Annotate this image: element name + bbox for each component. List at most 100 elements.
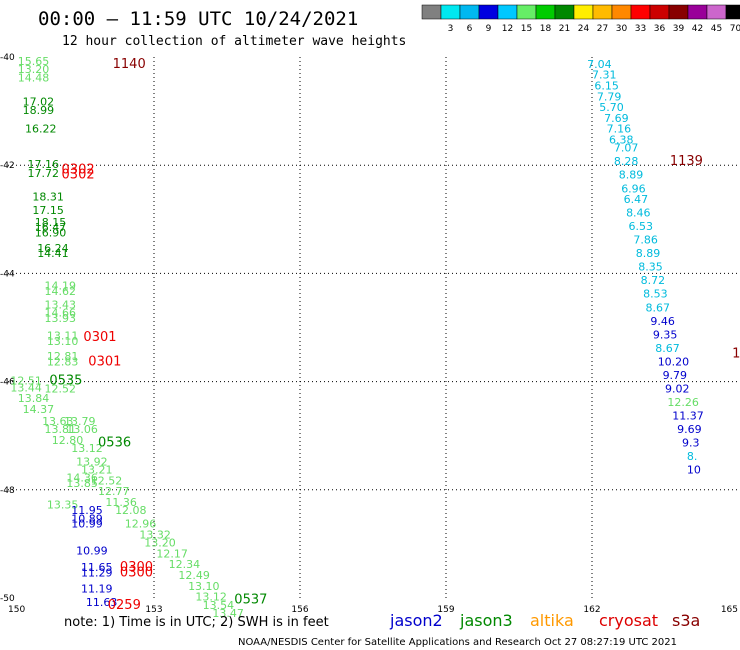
wave-height-label: 13.11 bbox=[47, 329, 79, 342]
wave-height-label: 13.85 bbox=[66, 477, 98, 490]
wave-height-label: 14.37 bbox=[23, 403, 54, 416]
legend-swatch bbox=[687, 4, 708, 20]
wave-height-label: 8.72 bbox=[641, 274, 666, 287]
footer-credit: NOAA/NESDIS Center for Satellite Applica… bbox=[238, 637, 677, 648]
legend-swatch bbox=[421, 4, 442, 20]
wave-height-label: 6.96 bbox=[621, 182, 646, 195]
wave-height-label: 8.89 bbox=[619, 169, 644, 182]
wave-height-label: 8.46 bbox=[626, 207, 651, 220]
pass-time-label: 0302 bbox=[62, 162, 95, 177]
wave-height-label: 10.99 bbox=[71, 518, 103, 531]
wave-height-label: 8.67 bbox=[646, 301, 671, 314]
wave-height-label: 13.43 bbox=[45, 299, 77, 312]
y-tick-label: -48 bbox=[0, 486, 15, 496]
wave-height-label: 16.47 bbox=[35, 221, 66, 234]
wave-height-label: 6.47 bbox=[624, 193, 649, 206]
wave-height-label: 5.70 bbox=[599, 101, 624, 114]
wave-height-label: 13.79 bbox=[64, 415, 96, 428]
wave-height-label: 17.72 bbox=[27, 167, 59, 180]
wave-height-label: 6.53 bbox=[629, 220, 654, 233]
wave-height-label: 13.63 bbox=[42, 415, 74, 428]
wave-height-label: 9.02 bbox=[665, 382, 690, 395]
wave-height-label: 14.66 bbox=[45, 307, 77, 320]
legend-swatch bbox=[668, 4, 689, 20]
wave-height-label: 13.81 bbox=[45, 423, 77, 436]
wave-height-label: 12.17 bbox=[156, 547, 188, 560]
wave-height-label: 14.62 bbox=[45, 285, 77, 298]
wave-height-label: 10.99 bbox=[76, 545, 108, 558]
x-tick-label: 156 bbox=[291, 605, 308, 615]
pass-time-label: 1140 bbox=[113, 57, 146, 72]
wave-height-label: 14.41 bbox=[37, 247, 68, 260]
pass-time-label: 1 bbox=[732, 346, 740, 361]
wave-height-label: 13.12 bbox=[195, 591, 227, 604]
wave-height-label: 12.52 bbox=[45, 382, 77, 395]
wave-height-label: 8.35 bbox=[638, 261, 663, 274]
legend-cryosat: cryosat bbox=[599, 611, 658, 630]
wave-height-label: 17.15 bbox=[32, 204, 64, 217]
wave-height-label: 12.80 bbox=[52, 434, 84, 447]
legend-bin-label: 70 bbox=[730, 24, 740, 34]
wave-height-label: 8.67 bbox=[655, 342, 680, 355]
wave-height-label: 13.20 bbox=[18, 63, 50, 76]
legend-jason3: jason3 bbox=[459, 611, 513, 630]
wave-height-label: 14.36 bbox=[66, 472, 98, 485]
wave-height-label: 11.29 bbox=[81, 566, 113, 579]
wave-height-label: 6.15 bbox=[594, 79, 619, 92]
wave-height-label: 10.20 bbox=[658, 355, 690, 368]
legend-bin-label: 18 bbox=[540, 24, 552, 34]
wave-height-label: 11.36 bbox=[105, 496, 137, 509]
wave-height-label: 8.53 bbox=[643, 288, 668, 301]
legend-bin-label: 21 bbox=[559, 24, 570, 34]
wave-height-label: 13.44 bbox=[10, 381, 42, 394]
legend-altika: altika bbox=[530, 611, 574, 630]
legend-swatch bbox=[630, 4, 651, 20]
wave-height-label: 9.69 bbox=[677, 423, 702, 436]
legend-swatch bbox=[497, 4, 518, 20]
wave-height-label: 14.19 bbox=[45, 280, 77, 293]
wave-height-label: 9.79 bbox=[663, 369, 688, 382]
wave-height-label: 7.07 bbox=[614, 142, 639, 155]
wave-height-label: 13.06 bbox=[66, 423, 98, 436]
pass-time-label: 0300 bbox=[120, 565, 153, 580]
wave-height-label: 18.99 bbox=[23, 104, 54, 117]
pass-time-label: 0535 bbox=[49, 373, 82, 388]
pass-time-label: 0300 bbox=[120, 560, 153, 575]
wave-height-label: 13.10 bbox=[188, 580, 220, 593]
wave-height-label: 12.52 bbox=[91, 474, 123, 487]
wave-height-label: 16.90 bbox=[35, 227, 66, 240]
wave-height-label: 11.37 bbox=[672, 409, 704, 422]
wave-height-label: 13.21 bbox=[81, 464, 113, 477]
legend-bin-label: 27 bbox=[597, 24, 608, 34]
pass-time-label: 0301 bbox=[88, 354, 121, 369]
legend-bin-label: 15 bbox=[521, 24, 532, 34]
wave-height-label: 11.19 bbox=[81, 583, 113, 596]
wave-height-label: 7.79 bbox=[597, 90, 622, 103]
x-tick-label: 150 bbox=[8, 605, 25, 615]
wave-height-label: 7.04 bbox=[587, 58, 612, 71]
y-tick-label: -42 bbox=[0, 161, 15, 171]
legend-jason2: jason2 bbox=[389, 611, 443, 630]
legend-swatch bbox=[573, 4, 594, 20]
wave-height-label: 8. bbox=[687, 450, 698, 463]
wave-height-label: 12.49 bbox=[178, 569, 210, 582]
y-tick-label: -44 bbox=[0, 269, 15, 279]
legend-swatch bbox=[459, 4, 480, 20]
wave-height-label: 17.16 bbox=[27, 158, 59, 171]
legend-s3a: s3a bbox=[672, 611, 700, 630]
legend-bin-label: 9 bbox=[486, 24, 492, 34]
pass-time-label: 1139 bbox=[670, 154, 703, 169]
legend-swatch bbox=[725, 4, 740, 20]
wave-height-label: 13.54 bbox=[203, 599, 235, 612]
wave-height-label: 9.46 bbox=[650, 315, 675, 328]
wave-height-label: 10 bbox=[687, 464, 701, 477]
legend-bin-label: 12 bbox=[502, 24, 513, 34]
wave-height-label: 7.31 bbox=[592, 69, 617, 82]
legend-swatch bbox=[554, 4, 575, 20]
wave-height-label: 12.96 bbox=[125, 518, 157, 531]
footer-note: note: 1) Time is in UTC; 2) SWH is in fe… bbox=[64, 615, 329, 630]
pass-time-label: 0536 bbox=[98, 436, 131, 451]
wave-height-label: 13.32 bbox=[139, 528, 171, 541]
legend-bin-label: 33 bbox=[635, 24, 646, 34]
